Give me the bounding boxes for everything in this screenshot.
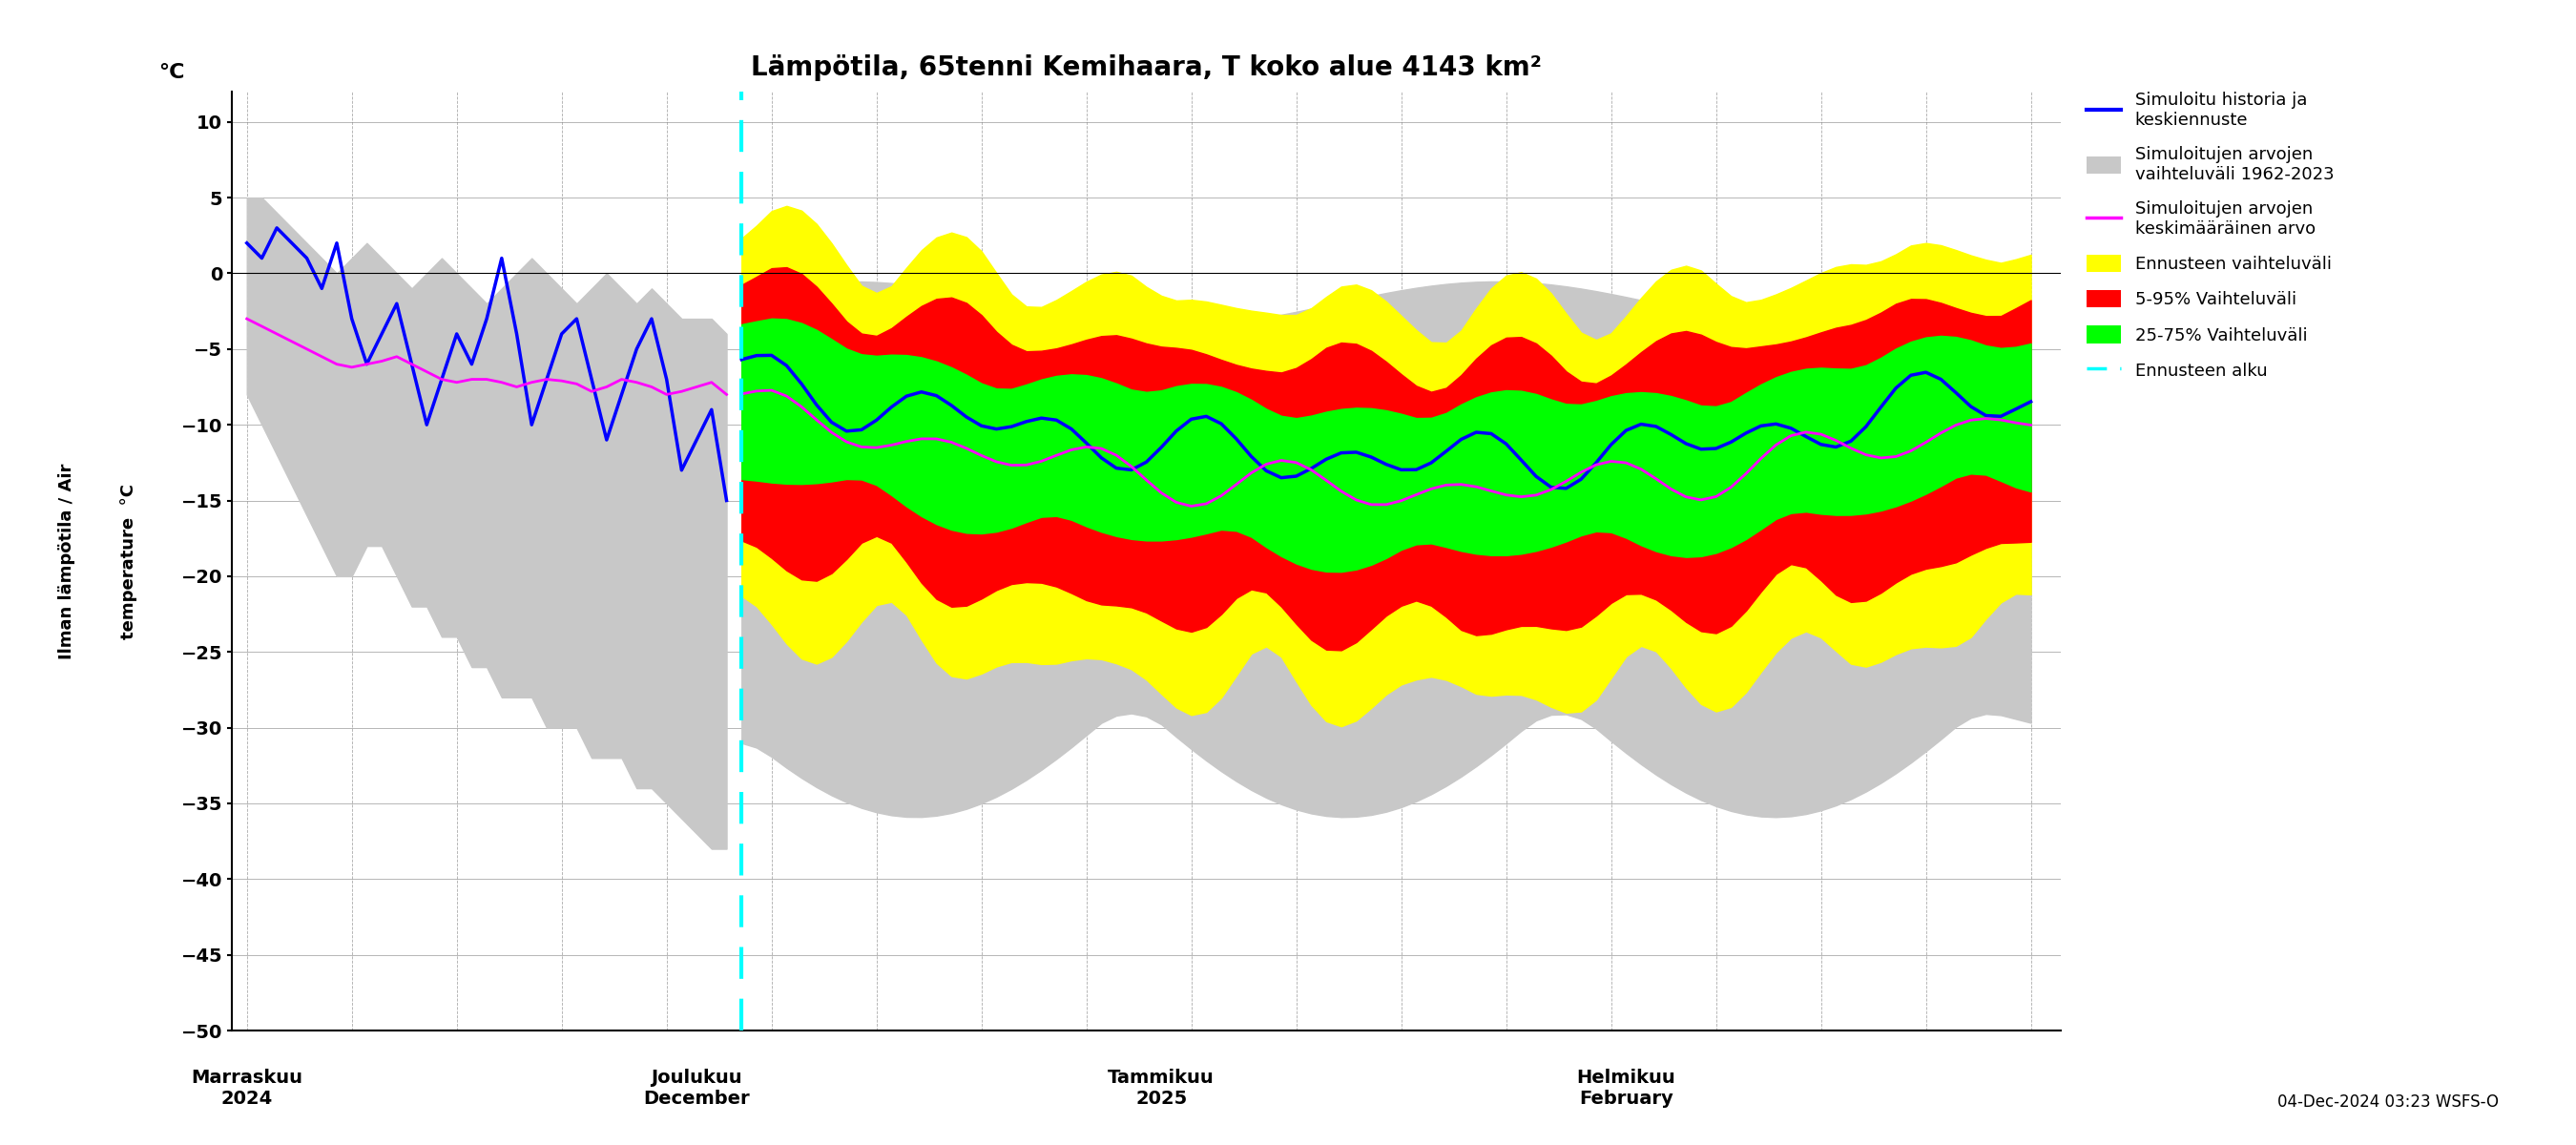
Legend: Simuloitu historia ja
keskiennuste, Simuloitujen arvojen
vaihteluväli 1962-2023,: Simuloitu historia ja keskiennuste, Simu… xyxy=(2087,92,2334,380)
Text: °C: °C xyxy=(160,63,185,82)
Text: Helmikuu
February: Helmikuu February xyxy=(1577,1068,1674,1107)
Text: Joulukuu
December: Joulukuu December xyxy=(644,1068,750,1107)
Text: Marraskuu
2024: Marraskuu 2024 xyxy=(191,1068,301,1107)
Text: 04-Dec-2024 03:23 WSFS-O: 04-Dec-2024 03:23 WSFS-O xyxy=(2277,1093,2499,1111)
Text: Ilman lämpötila / Air: Ilman lämpötila / Air xyxy=(59,463,75,660)
Text: Tammikuu
2025: Tammikuu 2025 xyxy=(1108,1068,1216,1107)
Title: Lämpötila, 65tenni Kemihaara, T koko alue 4143 km²: Lämpötila, 65tenni Kemihaara, T koko alu… xyxy=(752,55,1540,81)
Text: temperature  °C: temperature °C xyxy=(121,483,137,639)
